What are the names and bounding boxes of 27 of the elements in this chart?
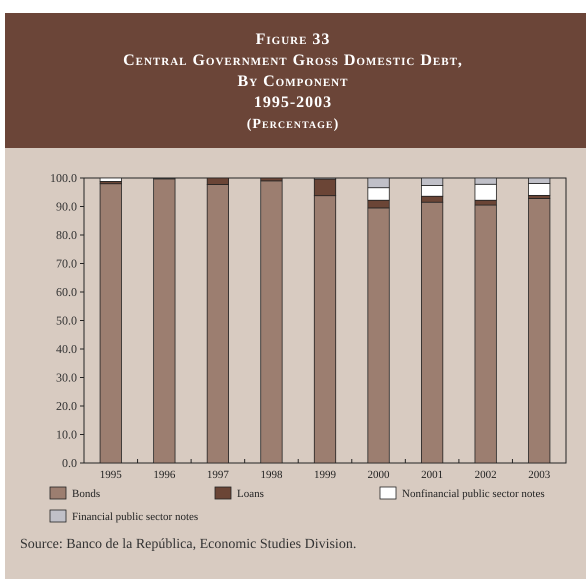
x-tick-label: 1997 [206,469,230,481]
y-tick-label: 50.0 [56,314,77,328]
legend-label: Bonds [72,488,100,500]
legend-label: Loans [237,488,264,500]
x-tick-label: 1996 [153,469,176,481]
x-tick-label: 1999 [314,469,336,481]
y-tick-label: 20.0 [56,399,77,413]
y-tick-label: 60.0 [56,285,77,299]
x-tick-label: 2001 [421,469,444,481]
x-tick-label: 1998 [260,469,283,481]
source-note: Source: Banco de la República, Economic Studies Division. [20,537,356,552]
x-tick-label: 2002 [474,469,497,481]
y-tick-label: 70.0 [56,256,77,270]
chart-title: Figure 33 Central Government Gross Domestic Debt, By Component 1995-2003 [123,31,463,111]
x-tick-label: 2000 [368,469,390,481]
y-tick-label: 0.0 [62,456,77,470]
y-tick-label: 30.0 [56,370,77,384]
y-tick-label: 40.0 [56,342,77,356]
x-tick-label: 2003 [528,469,551,481]
legend-label: Nonfinancial public sector notes [402,488,545,500]
y-tick-label: 90.0 [56,200,77,214]
x-tick-label: 1995 [100,469,122,481]
legend-label: Financial public sector notes [72,511,198,523]
chart-subtitle: (Percentage) [246,117,340,132]
y-tick-label: 100.0 [50,171,77,185]
y-tick-label: 80.0 [56,228,77,242]
y-tick-label: 10.0 [56,428,77,442]
